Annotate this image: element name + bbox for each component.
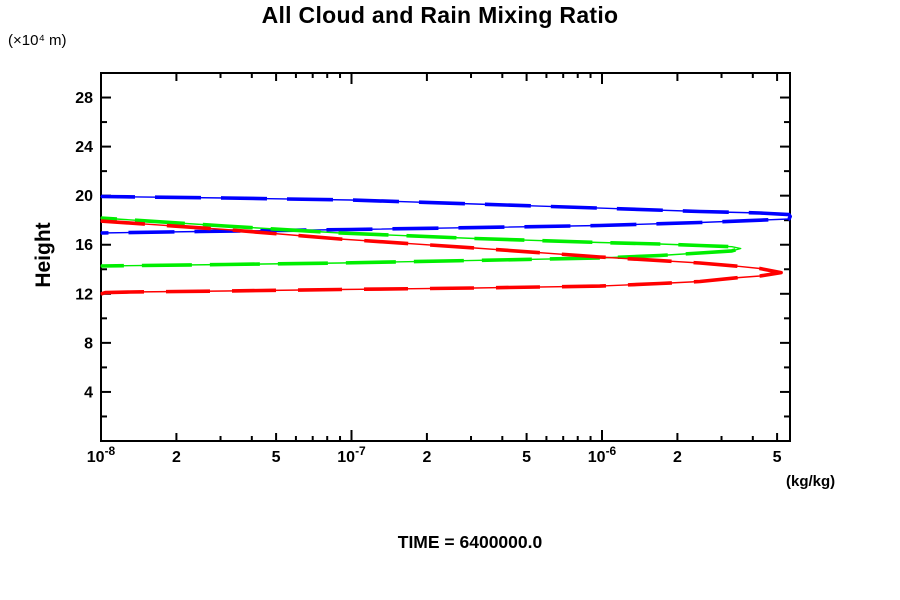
y-tick-label: 12 (75, 286, 93, 303)
x-tick-label: 10-6 (588, 444, 617, 466)
plot-frame (100, 72, 791, 442)
red-curve-dashes (100, 219, 783, 296)
y-tick-label: 28 (75, 90, 93, 107)
y-tick-label: 20 (75, 188, 93, 205)
chart-title: All Cloud and Rain Mixing Ratio (261, 2, 619, 28)
x-tick-label: 5 (272, 449, 281, 466)
y-tick-label: 24 (75, 139, 93, 156)
blue-curve-dashes (100, 194, 793, 235)
x-tick-label: 10-8 (87, 444, 116, 466)
x-tick-label: 2 (172, 449, 181, 466)
x-tick-label: 2 (422, 449, 431, 466)
time-annotation: TIME = 6400000.0 (397, 532, 543, 552)
x-tick-label: 5 (522, 449, 531, 466)
y-tick-label: 4 (84, 384, 93, 401)
x-tick-label: 5 (773, 449, 782, 466)
x-tick-label: 2 (673, 449, 682, 466)
green-curve-dashes (100, 216, 743, 268)
y-tick-label: 16 (75, 237, 93, 254)
y-axis-unit-label: (×10⁴ m) (8, 32, 67, 49)
x-tick-label: 10-7 (337, 444, 366, 466)
x-axis-unit-label: (kg/kg) (786, 473, 836, 490)
y-tick-label: 8 (84, 335, 93, 352)
